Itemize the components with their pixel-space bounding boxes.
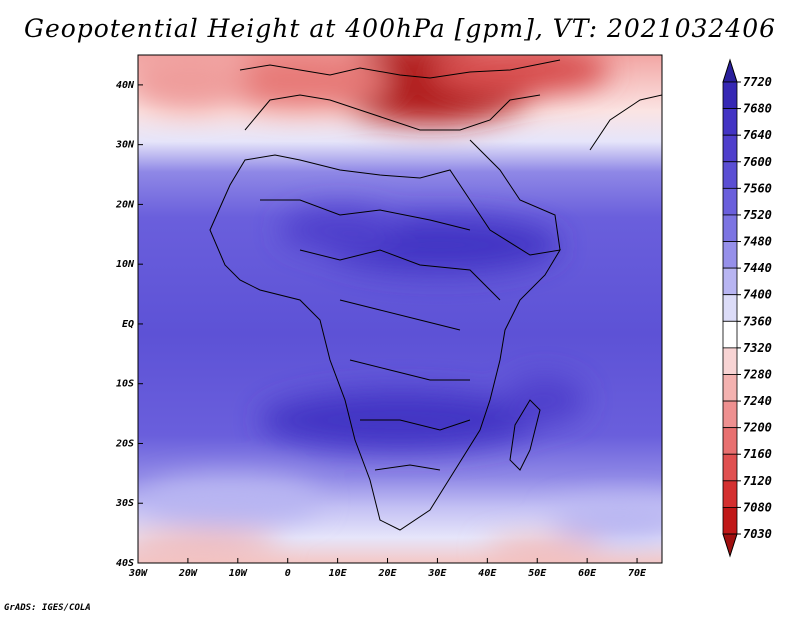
lat-tick-label: 10S xyxy=(116,379,134,390)
lon-tick-label: 10W xyxy=(229,568,248,579)
colorbar-arrow-bottom xyxy=(722,533,738,558)
colorbar-swatch xyxy=(722,507,738,535)
lon-tick-label: 10E xyxy=(329,568,348,579)
colorbar: 7720 7680 7640 7600 7560 7520 7480 7440 7400 7360… xyxy=(722,58,772,558)
colorbar-label: 7320 xyxy=(743,341,772,355)
colorbar-swatch xyxy=(722,400,738,429)
colorbar-swatch xyxy=(722,108,738,136)
colorbar-label: 7640 xyxy=(743,128,772,142)
colorbar-label: 7240 xyxy=(743,394,772,408)
colorbar-label: 7160 xyxy=(743,447,772,461)
lon-tick-label: 30E xyxy=(427,568,447,579)
colorbar-swatch xyxy=(722,347,738,375)
lon-tick-label: 30W xyxy=(128,568,148,579)
lat-tick-label: 20N xyxy=(115,199,135,210)
chart-title: Geopotential Height at 400hPa [gpm], VT:… xyxy=(23,14,777,43)
colorbar-swatch xyxy=(722,214,738,242)
height-field xyxy=(138,55,662,563)
colorbar-swatch xyxy=(722,187,738,216)
lat-tick-label: 20S xyxy=(115,438,134,449)
lon-tick-label: 0 xyxy=(285,568,291,579)
lon-tick-label: 40E xyxy=(478,568,497,579)
colorbar-swatch xyxy=(722,320,738,349)
colorbar-label: 7360 xyxy=(743,314,772,328)
colorbar-swatch xyxy=(722,267,738,296)
grads-credit: GrADS: IGES/COLA xyxy=(4,603,91,613)
lat-tick-label: EQ xyxy=(122,319,134,330)
colorbar-swatch xyxy=(722,81,738,109)
colorbar-label: 7080 xyxy=(743,500,772,514)
colorbar-swatch xyxy=(722,294,738,322)
colorbar-label: 7680 xyxy=(743,102,772,116)
lat-tick-label: 30N xyxy=(115,140,135,151)
colorbar-label: 7560 xyxy=(743,181,772,195)
colorbar-label: 7030 xyxy=(743,527,772,541)
colorbar-arrow-top xyxy=(722,58,738,83)
lat-tick-label: 40S xyxy=(116,558,134,569)
lon-tick-label: 70E xyxy=(628,568,647,579)
colorbar-label: 7280 xyxy=(743,367,772,381)
lat-tick-label: 40N xyxy=(116,80,135,91)
lon-tick-label: 20E xyxy=(377,568,397,579)
lat-tick-label: 30S xyxy=(115,498,134,509)
colorbar-label: 7480 xyxy=(743,235,772,249)
colorbar-label: 7600 xyxy=(743,155,772,169)
colorbar-label: 7520 xyxy=(743,208,772,222)
plot-frame xyxy=(137,54,663,564)
colorbar-swatch xyxy=(722,480,738,508)
longitude-axis: 30W 20W 10W 0 10E 20E 30E 40E 50E 60E 70E xyxy=(128,558,647,579)
colorbar-label: 7440 xyxy=(743,261,772,275)
colorbar-swatch xyxy=(722,161,738,189)
colorbar-label: 7720 xyxy=(743,75,772,89)
coastlines xyxy=(209,59,662,531)
lon-tick-label: 60E xyxy=(578,568,597,579)
lon-tick-label: 20W xyxy=(178,568,198,579)
lon-tick-label: 50E xyxy=(528,568,547,579)
colorbar-label: 7120 xyxy=(743,474,772,488)
colorbar-label: 7400 xyxy=(743,288,772,302)
colorbar-swatch xyxy=(722,427,738,455)
latitude-axis: 40N 30N 20N 10N EQ 10S 20S 30S 40S xyxy=(115,80,143,569)
colorbar-label: 7200 xyxy=(743,421,772,435)
colorbar-swatch xyxy=(722,453,738,482)
colorbar-swatch xyxy=(722,241,738,269)
colorbar-swatch xyxy=(722,134,738,163)
colorbar-swatch xyxy=(722,374,738,402)
lat-tick-label: 10N xyxy=(116,259,135,270)
